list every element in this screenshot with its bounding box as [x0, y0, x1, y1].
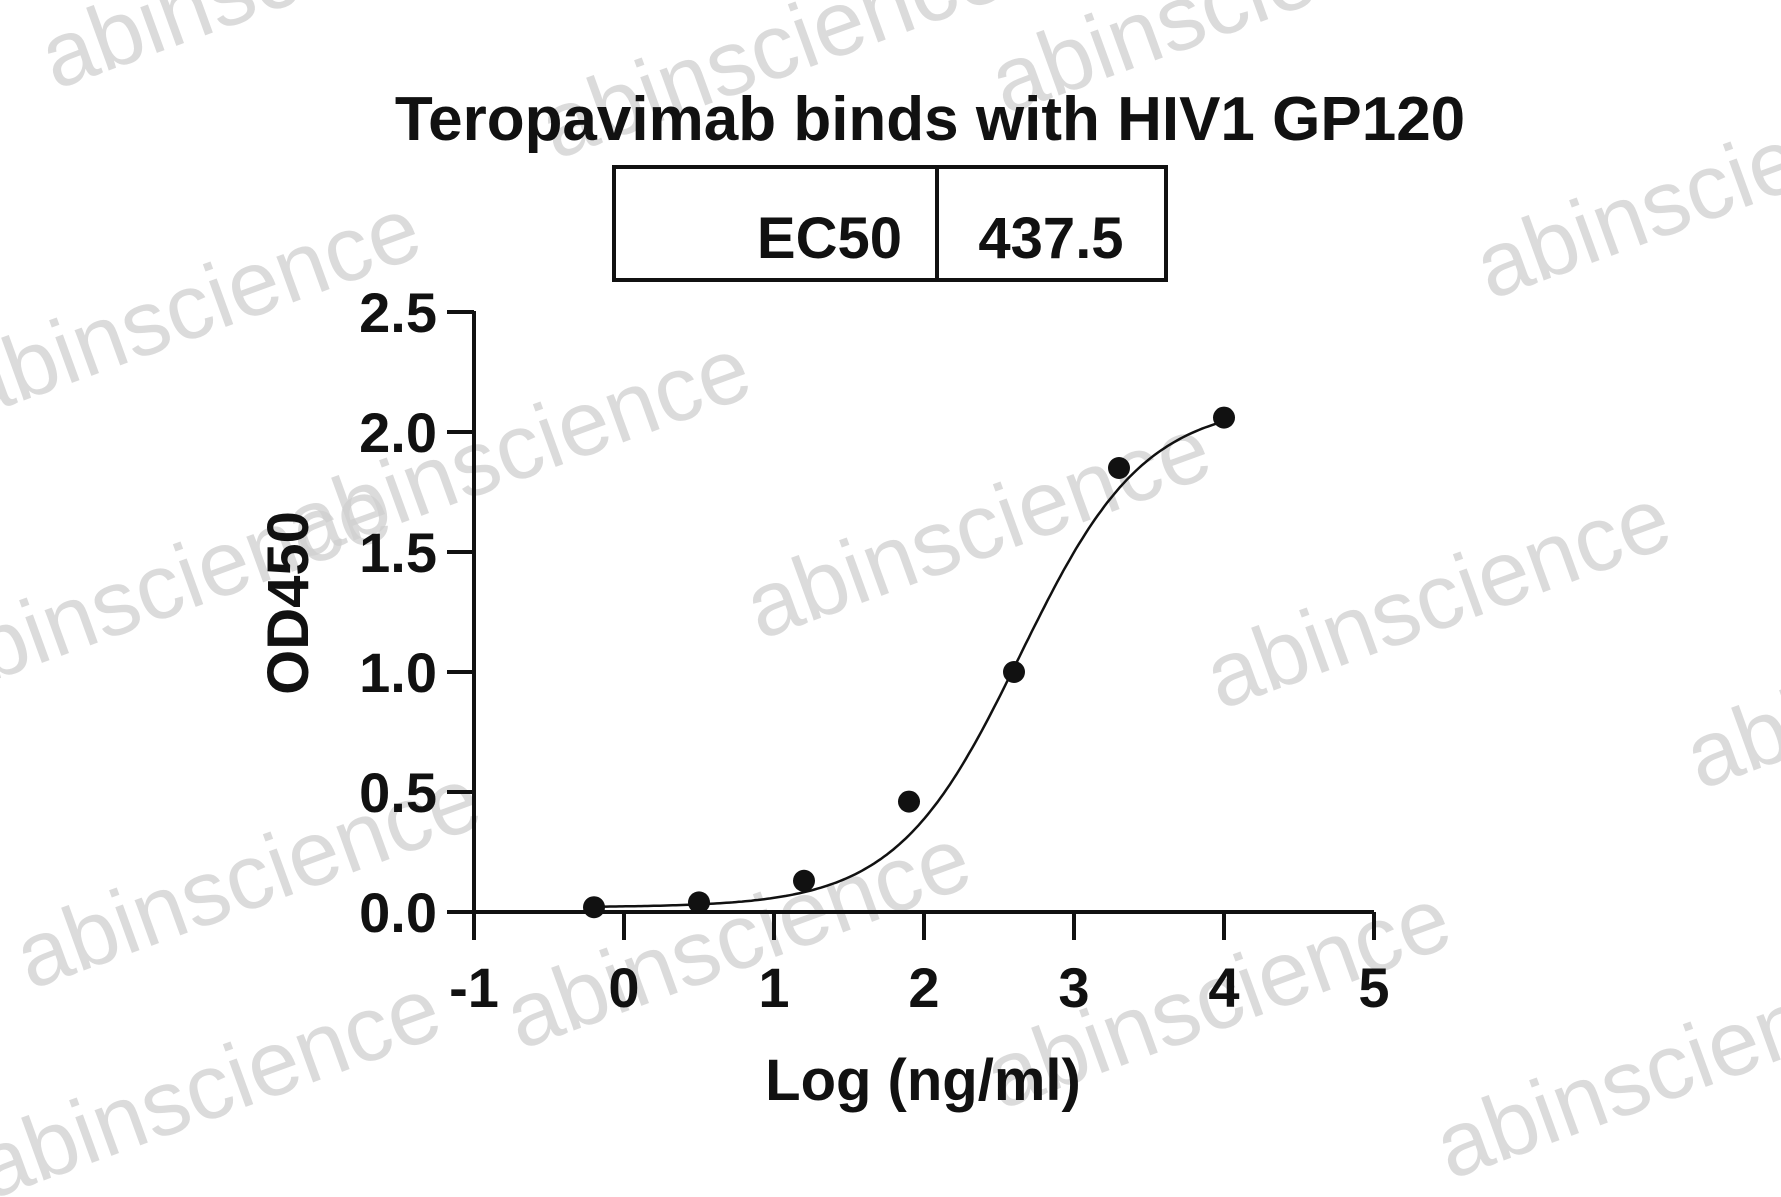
data-point [1108, 457, 1130, 479]
watermark-text: abinscience [1422, 937, 1781, 1197]
y-tick-label: 1.5 [359, 521, 437, 584]
watermark-text: abinscience [1462, 57, 1781, 319]
y-tick-label: 2.5 [359, 281, 437, 344]
watermark-text: abinscience [0, 457, 403, 719]
y-axis-label: OD450 [256, 511, 321, 695]
y-tick-label: 2.0 [359, 401, 437, 464]
y-tick-label: 0.0 [359, 881, 437, 944]
x-tick-label: -1 [449, 956, 499, 1019]
ec50-label: EC50 [757, 206, 902, 271]
data-point [583, 896, 605, 919]
chart-title: Teropavimab binds with HIV1 GP120 [395, 85, 1465, 154]
ec50-table-frame [612, 165, 1168, 282]
watermark-text: abinscience [732, 397, 1223, 659]
y-tick-label: 0.5 [359, 761, 437, 824]
ec50-value: 437.5 [978, 206, 1123, 271]
x-tick-label: 3 [1058, 956, 1089, 1019]
x-ticks: -1 0 1 2 3 4 5 [449, 912, 1390, 1019]
y-tick-label: 1.0 [359, 641, 437, 704]
data-point [688, 891, 710, 914]
watermark-text: abinscience [1192, 467, 1683, 729]
x-tick-label: 5 [1358, 956, 1389, 1019]
x-tick-label: 2 [908, 956, 939, 1019]
data-points [583, 406, 1235, 919]
y-ticks: 0.0 0.5 1.0 1.5 2.0 2.5 [359, 281, 474, 944]
data-point [1213, 406, 1235, 429]
x-axis-label: Log (ng/ml) [765, 1048, 1081, 1113]
data-point [898, 790, 920, 813]
x-tick-label: 0 [608, 956, 639, 1019]
ec50-table: EC50 437.5 [612, 165, 1168, 282]
data-point [793, 869, 815, 892]
data-point [1003, 661, 1025, 683]
watermark-text: abinscience [1672, 547, 1781, 809]
x-tick-label: 1 [758, 956, 789, 1019]
watermark-text: abinscience [492, 807, 983, 1069]
x-tick-label: 4 [1208, 956, 1239, 1019]
